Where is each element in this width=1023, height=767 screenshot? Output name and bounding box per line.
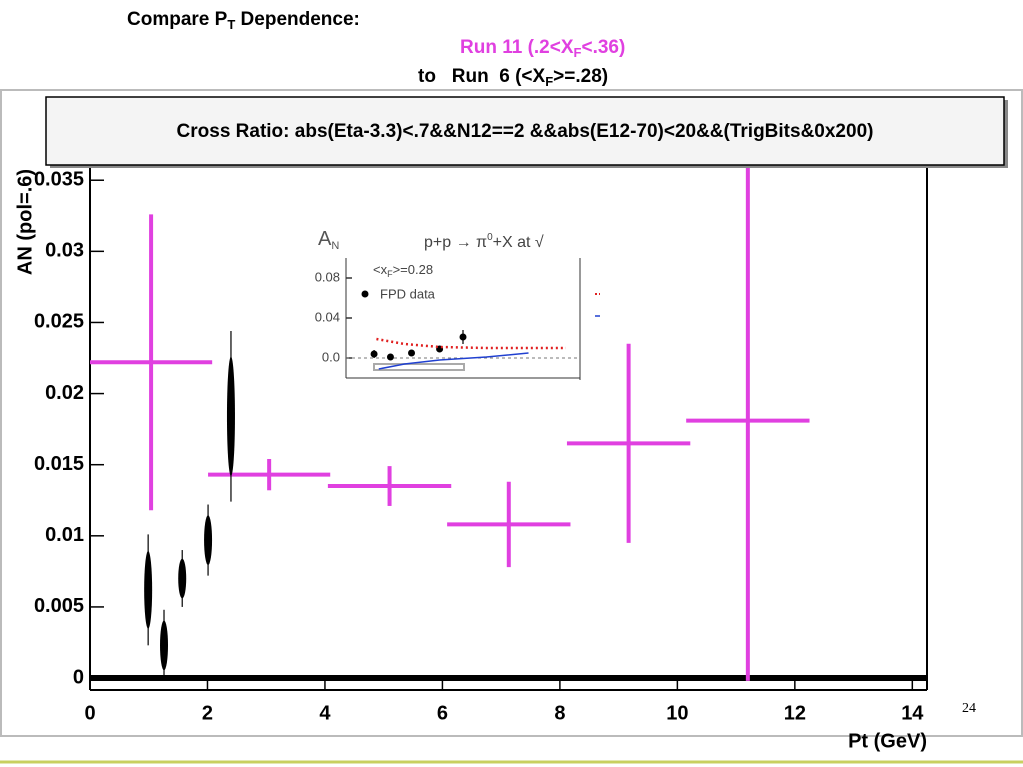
y-tick-label: 0.03 bbox=[45, 240, 84, 262]
title-text: Compare P bbox=[127, 9, 228, 30]
inset-background bbox=[293, 212, 600, 383]
title-text: Dependence: bbox=[235, 9, 360, 30]
annotation-text: >=0.28 bbox=[393, 262, 434, 277]
y-tick-label: 0.035 bbox=[34, 169, 84, 191]
y-tick-label: 0.04 bbox=[315, 309, 340, 324]
point bbox=[160, 620, 169, 671]
x-tick-label: 14 bbox=[901, 702, 924, 724]
inset-plot: AN p+p → π0+X at √ <xF>=0.28 FPD data 0.… bbox=[293, 212, 600, 383]
systematics-band bbox=[373, 363, 465, 371]
x-tick-label: 4 bbox=[319, 702, 331, 724]
inset-annotation: <xF>=0.28 bbox=[373, 262, 433, 279]
x-tick-label: 12 bbox=[784, 702, 806, 724]
label-text: >=.28) bbox=[553, 66, 608, 87]
y-tick-label: 0.0 bbox=[322, 349, 340, 364]
inset-subtitle-sup: 0 bbox=[487, 232, 493, 243]
x-tick-label: 10 bbox=[666, 702, 688, 724]
label-subscript: F bbox=[545, 74, 553, 89]
y-tick-label: 0.005 bbox=[34, 595, 84, 617]
inset-subtitle: p+p → π0+X at √ bbox=[424, 232, 544, 252]
label-text: Run 11 (.2<X bbox=[460, 37, 574, 58]
y-tick-label: 0 bbox=[73, 666, 84, 688]
annotation-subscript: F bbox=[387, 269, 393, 279]
point bbox=[204, 515, 213, 565]
point bbox=[408, 349, 416, 357]
x-tick-label: 2 bbox=[202, 702, 213, 724]
point bbox=[178, 558, 187, 599]
title-subscript: T bbox=[227, 17, 235, 32]
label-text: to Run 6 (<X bbox=[418, 66, 546, 87]
inset-title: AN bbox=[318, 228, 339, 252]
point bbox=[144, 551, 153, 629]
inset-subtitle-text: p+p → π bbox=[424, 234, 487, 251]
point bbox=[386, 353, 394, 361]
curve bbox=[378, 352, 529, 370]
y-tick-label: 0.02 bbox=[45, 382, 84, 404]
inset-title-subscript: N bbox=[331, 240, 339, 252]
y-axis-label: AN (pol=.6) bbox=[14, 169, 36, 275]
legend-label: FPD data bbox=[380, 286, 436, 301]
point bbox=[370, 350, 378, 358]
point bbox=[459, 333, 467, 341]
y-tick-label: 0.01 bbox=[45, 524, 84, 546]
x-axis-label: Pt (GeV) bbox=[848, 730, 927, 752]
point bbox=[226, 356, 235, 477]
y-tick-label: 0.025 bbox=[34, 311, 84, 333]
x-tick-label: 8 bbox=[554, 702, 565, 724]
slide-title: Compare PT Dependence: bbox=[127, 9, 360, 32]
chart-title: Cross Ratio: abs(Eta-3.3)<.7&&N12==2 &&a… bbox=[177, 121, 874, 142]
y-tick-label: 0.015 bbox=[34, 453, 84, 475]
run11-label: Run 11 (.2<XF<.36) bbox=[460, 37, 625, 60]
y-tick-label: 0.08 bbox=[315, 269, 340, 284]
legend-marker bbox=[361, 290, 369, 298]
run6-label: to Run 6 (<XF>=.28) bbox=[418, 66, 608, 89]
inset-title-text: A bbox=[318, 228, 332, 250]
page-number: 24 bbox=[962, 701, 976, 716]
label-subscript: F bbox=[574, 45, 582, 60]
plot-canvas bbox=[0, 89, 1023, 737]
x-tick-label: 6 bbox=[437, 702, 448, 724]
x-tick-label: 0 bbox=[84, 702, 95, 724]
annotation-text: <x bbox=[373, 262, 388, 277]
label-text: <.36) bbox=[581, 37, 625, 58]
inset-subtitle-text: +X at √ bbox=[493, 234, 544, 251]
title-box bbox=[45, 96, 1005, 166]
main-plot: 0 0.005 0.01 0.015 0.02 0.025 0.03 0.035 0 2 4 6 8 10… bbox=[34, 160, 928, 724]
